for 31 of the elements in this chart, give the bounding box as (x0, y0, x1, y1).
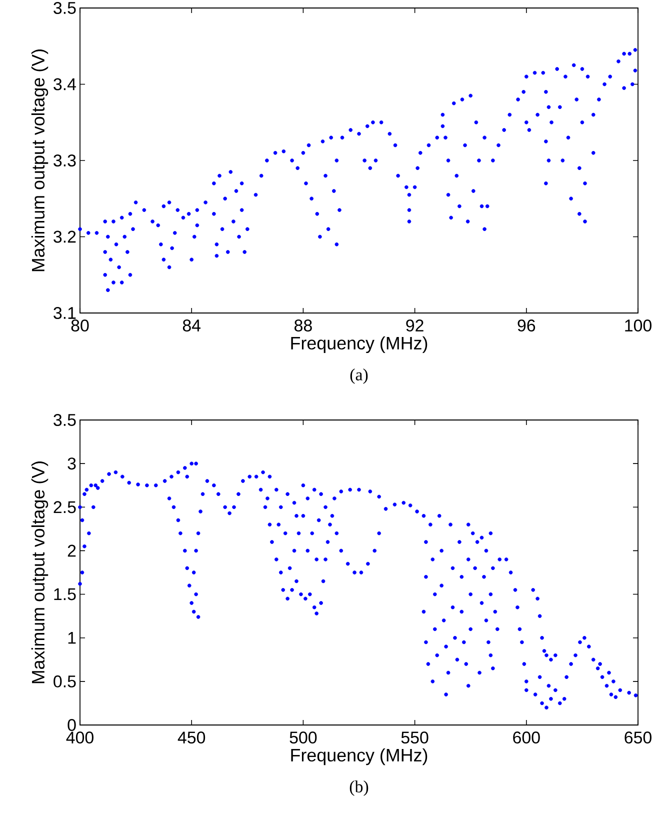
y-tick-label: 1 (68, 632, 76, 644)
y-tick-label: 0 (68, 719, 76, 731)
x-tick-label: 80 (71, 320, 89, 332)
x-axis-title: Frequency (MHz) (291, 748, 428, 766)
x-tick-label: 96 (518, 320, 536, 332)
y-tick-label: 3.5 (54, 2, 76, 14)
y-tick-label: 3.5 (54, 414, 76, 426)
x-axis-title: Frequency (MHz) (291, 336, 428, 354)
y-axis-title: Maximum output voltage (V) (31, 50, 48, 272)
x-tick-label: 450 (178, 732, 206, 744)
x-tick-label: 500 (290, 732, 317, 744)
x-tick-label: 92 (406, 320, 424, 332)
x-tick-label: 88 (294, 320, 312, 332)
x-tick-label: 550 (401, 732, 428, 744)
y-tick-label: 2 (68, 544, 76, 557)
text: (a) (350, 368, 368, 384)
y-tick-label: 3.4 (54, 78, 76, 90)
y-tick-label: 3 (68, 458, 76, 470)
y-tick-label: 1.5 (54, 588, 76, 600)
y-tick-label: 3.3 (54, 154, 76, 166)
y-tick-label: 2.5 (54, 501, 76, 514)
y-tick-label: 3.2 (54, 230, 76, 243)
y-tick-label: 3.1 (54, 306, 76, 319)
x-tick-label: 600 (513, 732, 540, 744)
y-axis-title: Maximum output voltage (V) (31, 462, 48, 684)
x-tick-label: 84 (182, 320, 201, 332)
y-tick-label: 0.5 (54, 675, 76, 688)
text: (b) (350, 780, 368, 796)
x-tick-label: 400 (66, 732, 94, 744)
x-tick-label: 100 (625, 320, 652, 332)
x-tick-label: 650 (624, 732, 652, 744)
